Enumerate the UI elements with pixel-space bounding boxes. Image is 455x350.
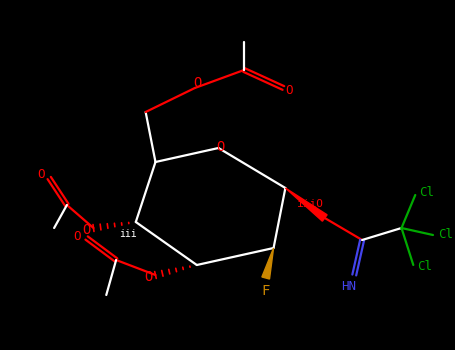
Text: HN: HN <box>341 280 356 294</box>
Text: O: O <box>144 270 152 284</box>
Text: F: F <box>262 284 270 298</box>
Text: Cl: Cl <box>438 229 453 241</box>
Text: Cl: Cl <box>417 260 432 273</box>
Text: O: O <box>73 230 81 243</box>
Text: O: O <box>37 168 44 182</box>
Text: Cl: Cl <box>419 187 434 199</box>
Polygon shape <box>262 248 273 279</box>
Text: iii: iii <box>119 229 137 239</box>
Text: O: O <box>82 223 91 237</box>
Text: O: O <box>286 84 293 97</box>
Text: O: O <box>194 76 202 90</box>
Text: iiiO: iiiO <box>297 199 324 209</box>
Polygon shape <box>285 188 327 221</box>
Text: O: O <box>216 140 225 154</box>
